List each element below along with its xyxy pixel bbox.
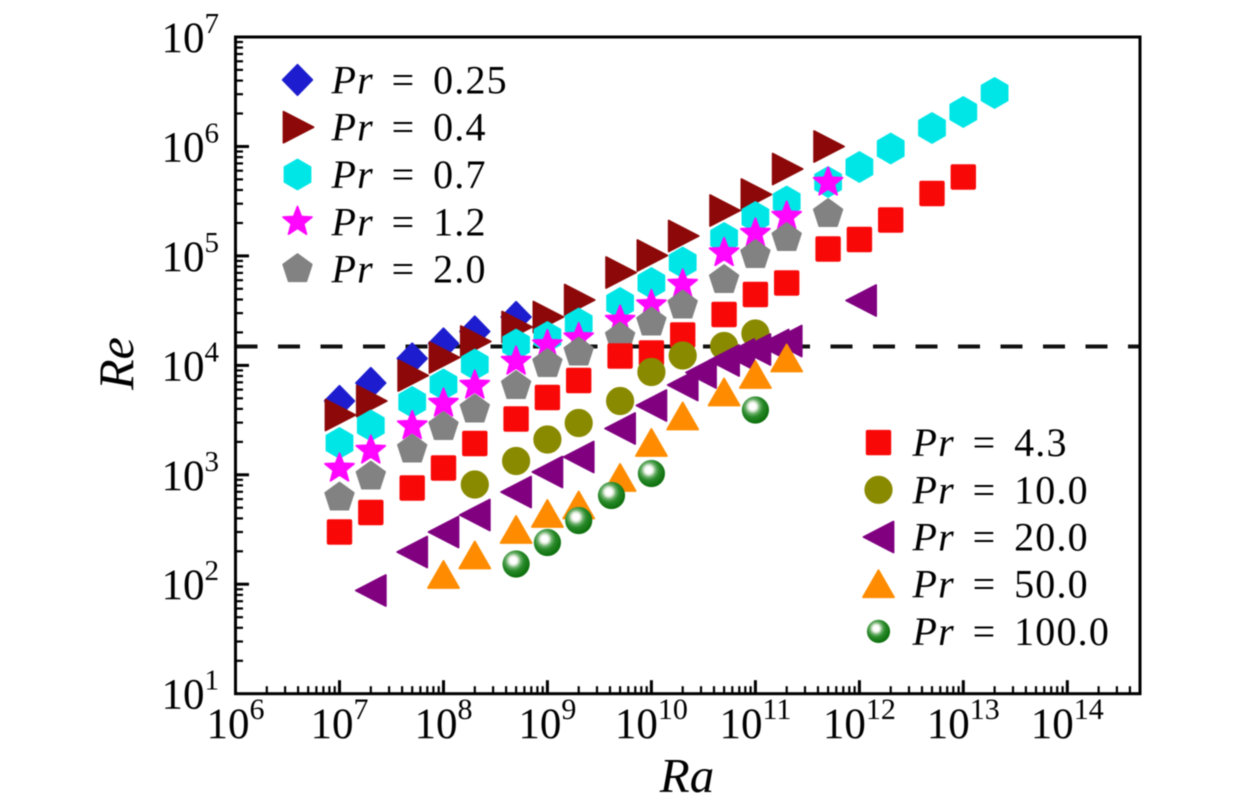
svg-text:Ra: Ra <box>659 748 714 803</box>
svg-text:Pr = 50.0: Pr = 50.0 <box>912 562 1089 607</box>
svg-text:107: 107 <box>311 693 369 748</box>
svg-text:106: 106 <box>207 693 265 748</box>
svg-text:Pr = 4.3: Pr = 4.3 <box>912 420 1068 465</box>
svg-text:Pr = 10.0: Pr = 10.0 <box>912 467 1089 512</box>
svg-text:Re: Re <box>88 337 144 391</box>
svg-text:102: 102 <box>162 555 220 609</box>
svg-text:Pr = 0.25: Pr = 0.25 <box>331 57 508 102</box>
svg-text:1013: 1013 <box>927 693 1000 748</box>
svg-text:104: 104 <box>162 336 220 390</box>
svg-text:107: 107 <box>162 8 220 62</box>
svg-text:Pr = 100.0: Pr = 100.0 <box>912 609 1111 654</box>
svg-text:108: 108 <box>415 693 473 748</box>
svg-text:Pr = 0.4: Pr = 0.4 <box>331 105 487 150</box>
svg-text:Pr = 1.2: Pr = 1.2 <box>331 199 487 244</box>
svg-text:Pr = 2.0: Pr = 2.0 <box>331 247 487 292</box>
svg-text:Pr = 0.7: Pr = 0.7 <box>331 152 487 197</box>
svg-text:Pr = 20.0: Pr = 20.0 <box>912 515 1089 560</box>
